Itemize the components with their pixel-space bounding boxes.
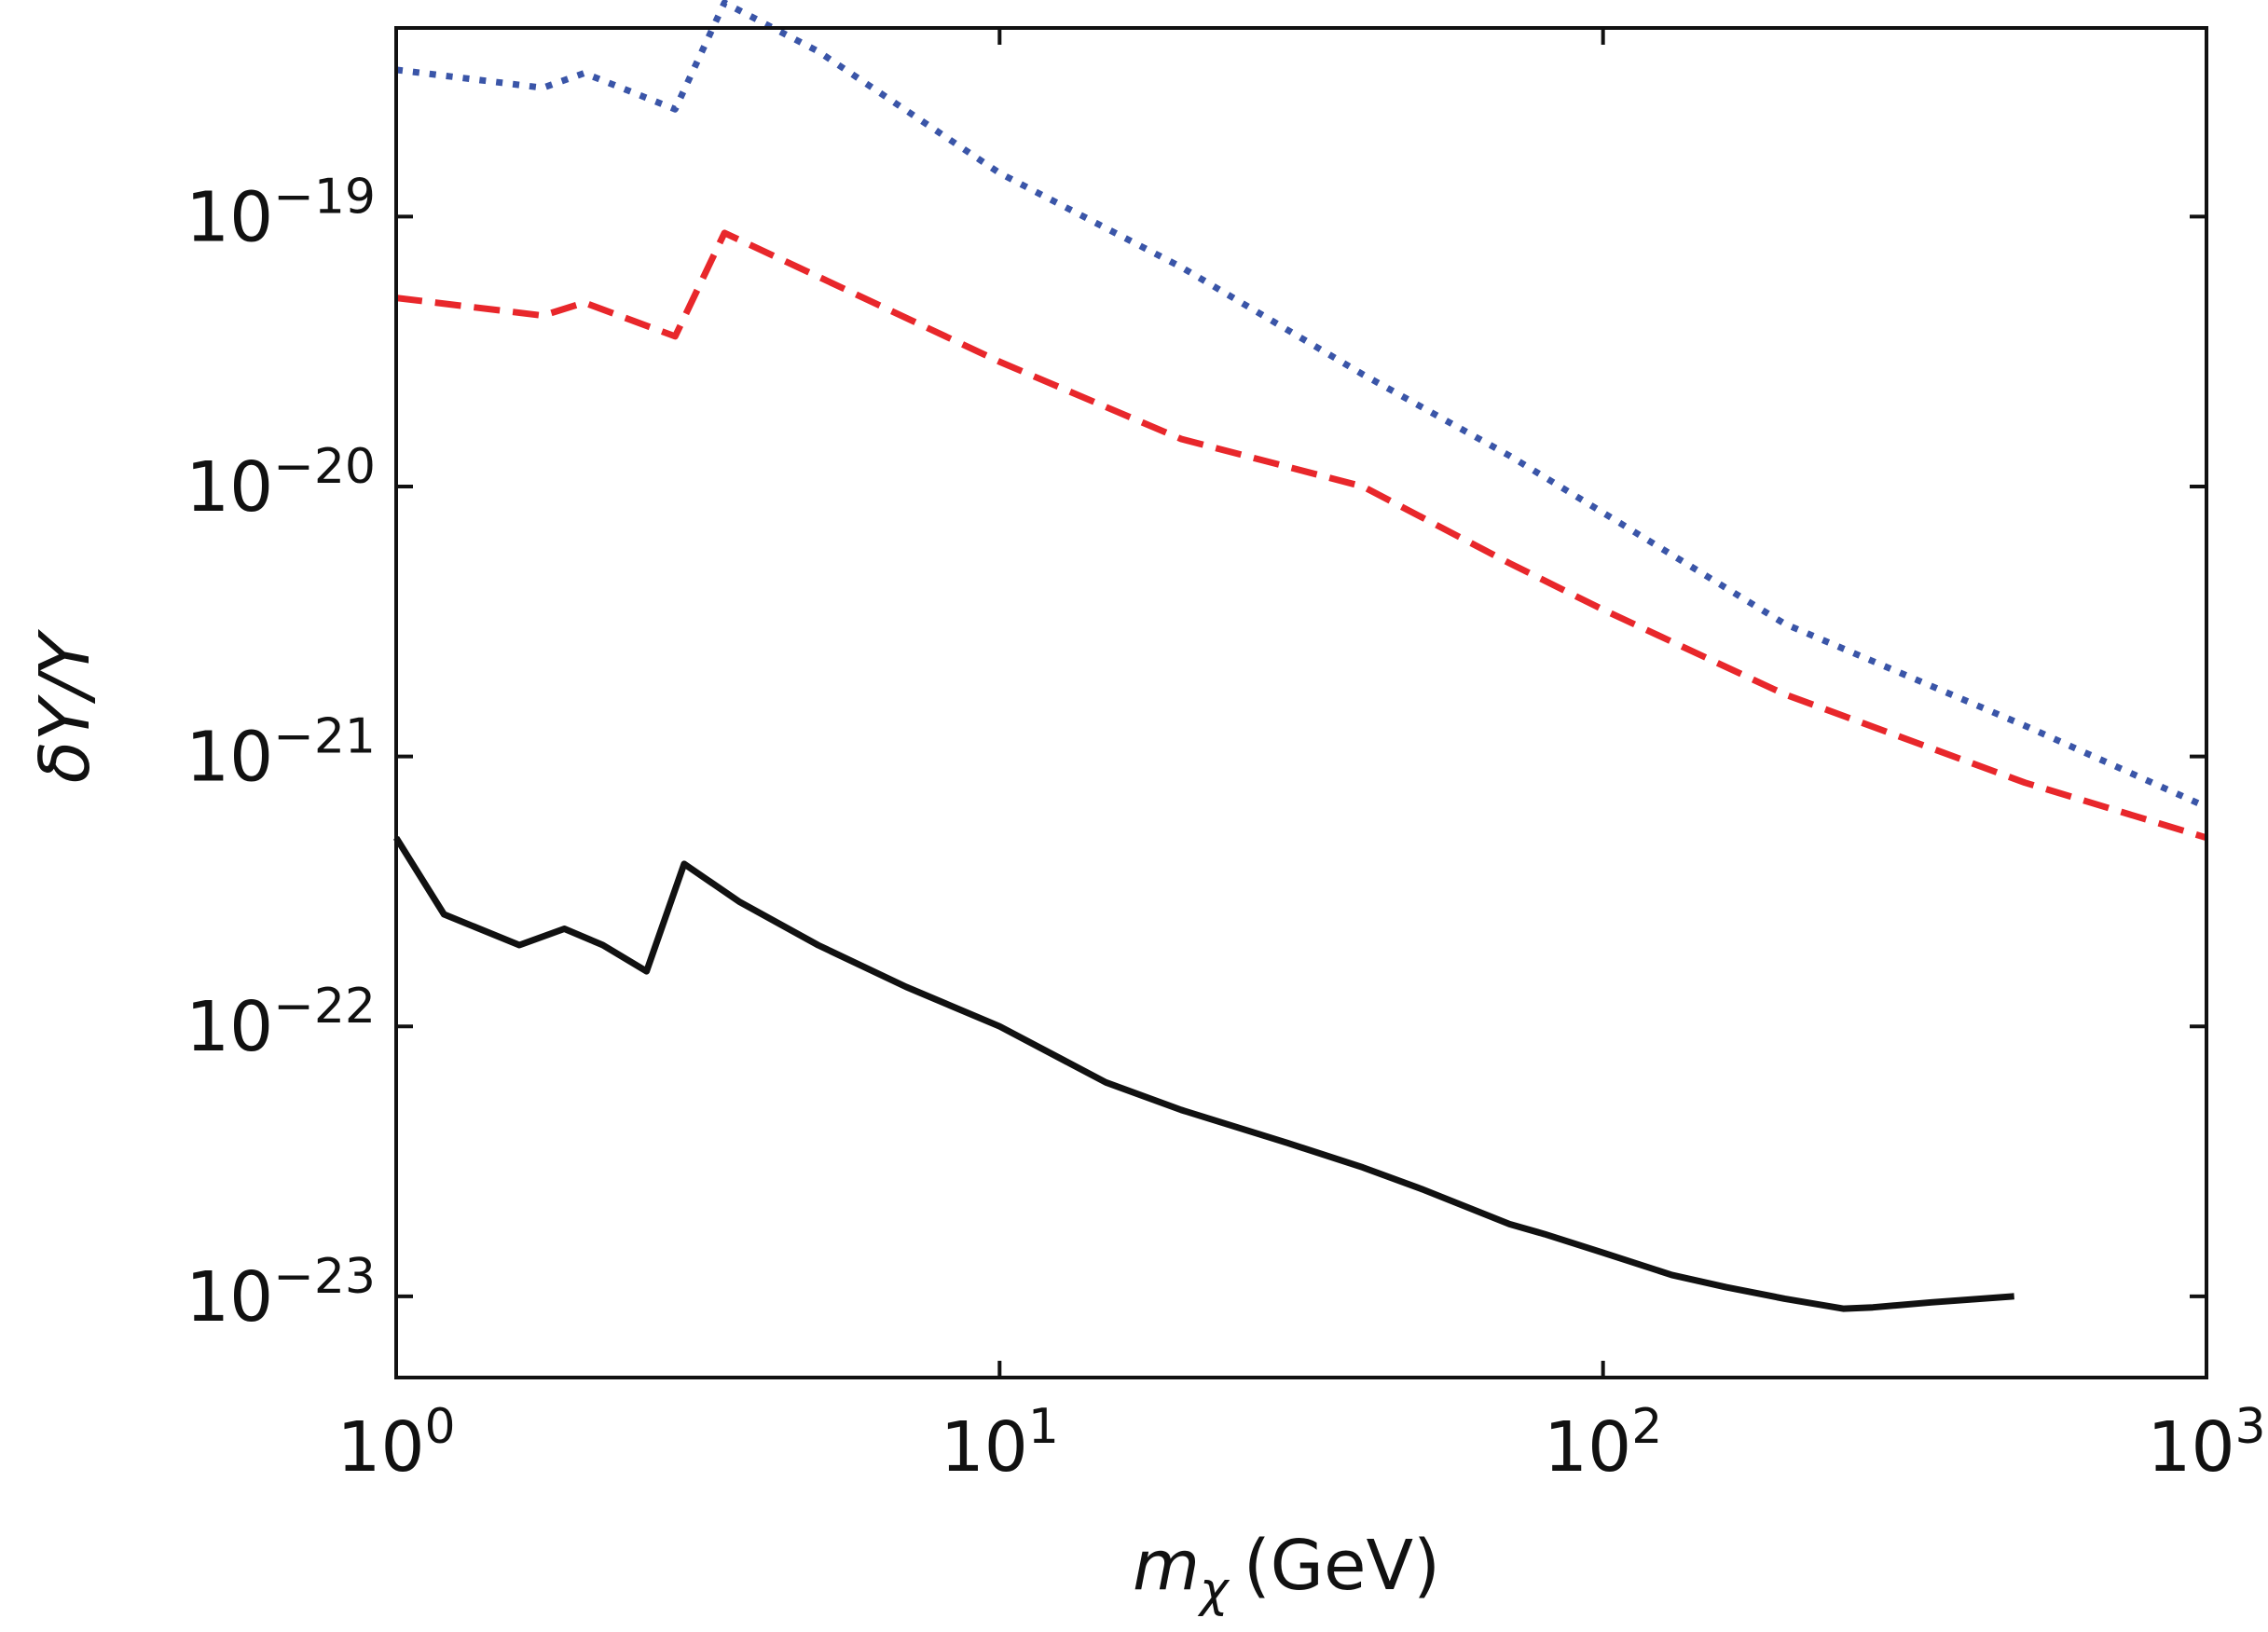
y-tick-label-exp: −22 [273, 979, 376, 1035]
y-tick-label-base: 10 [186, 1257, 273, 1337]
x-axis-label-sub: χ [1197, 1562, 1230, 1618]
y-tick-label-exp: −21 [273, 709, 376, 765]
series-layer [393, 0, 2208, 1312]
y-tick-label-4: 10−23 [186, 1249, 376, 1337]
x-tick-label-1: 101 [941, 1399, 1059, 1488]
x-tick-label-base: 10 [1544, 1407, 1631, 1488]
y-tick-label-0: 10−19 [186, 169, 376, 257]
series-line-dashed-red [395, 229, 2208, 842]
x-tick-label-base: 10 [941, 1407, 1028, 1488]
y-tick-label-3: 10−22 [186, 979, 376, 1067]
series-line-dotted-blue [395, 0, 2208, 810]
y-tick-label-exp: −20 [273, 439, 376, 495]
x-axis-label: mχ (GeV) [1133, 1526, 1440, 1618]
x-axis-label-units: (GeV) [1244, 1526, 1440, 1606]
y-tick-label-base: 10 [186, 177, 273, 257]
y-tick-label-base: 10 [186, 447, 273, 528]
x-tick-label-base: 10 [337, 1407, 424, 1488]
y-tick-label-exp: −23 [273, 1249, 376, 1305]
y-tick-label-2: 10−21 [186, 709, 376, 798]
y-tick-label-1: 10−20 [186, 439, 376, 528]
x-tick-label-exp: 2 [1631, 1399, 1662, 1455]
x-tick-label-exp: 1 [1028, 1399, 1059, 1455]
x-tick-label-exp: 3 [2235, 1399, 2266, 1455]
y-tick-label-exp: −19 [273, 169, 376, 225]
y-tick-label-base: 10 [186, 987, 273, 1067]
y-axis-label: δY/Y [25, 628, 105, 783]
x-tick-label-3: 103 [2147, 1399, 2265, 1488]
plot-frame [394, 26, 2208, 1379]
y-tick-label-base: 10 [186, 718, 273, 798]
x-tick-label-base: 10 [2147, 1407, 2234, 1488]
x-tick-label-2: 102 [1544, 1399, 1662, 1488]
x-axis-label-var: m [1133, 1526, 1200, 1606]
x-tick-label-exp: 0 [425, 1399, 456, 1455]
series-line-solid-black [393, 835, 2014, 1312]
x-tick-label-0: 100 [337, 1399, 455, 1488]
